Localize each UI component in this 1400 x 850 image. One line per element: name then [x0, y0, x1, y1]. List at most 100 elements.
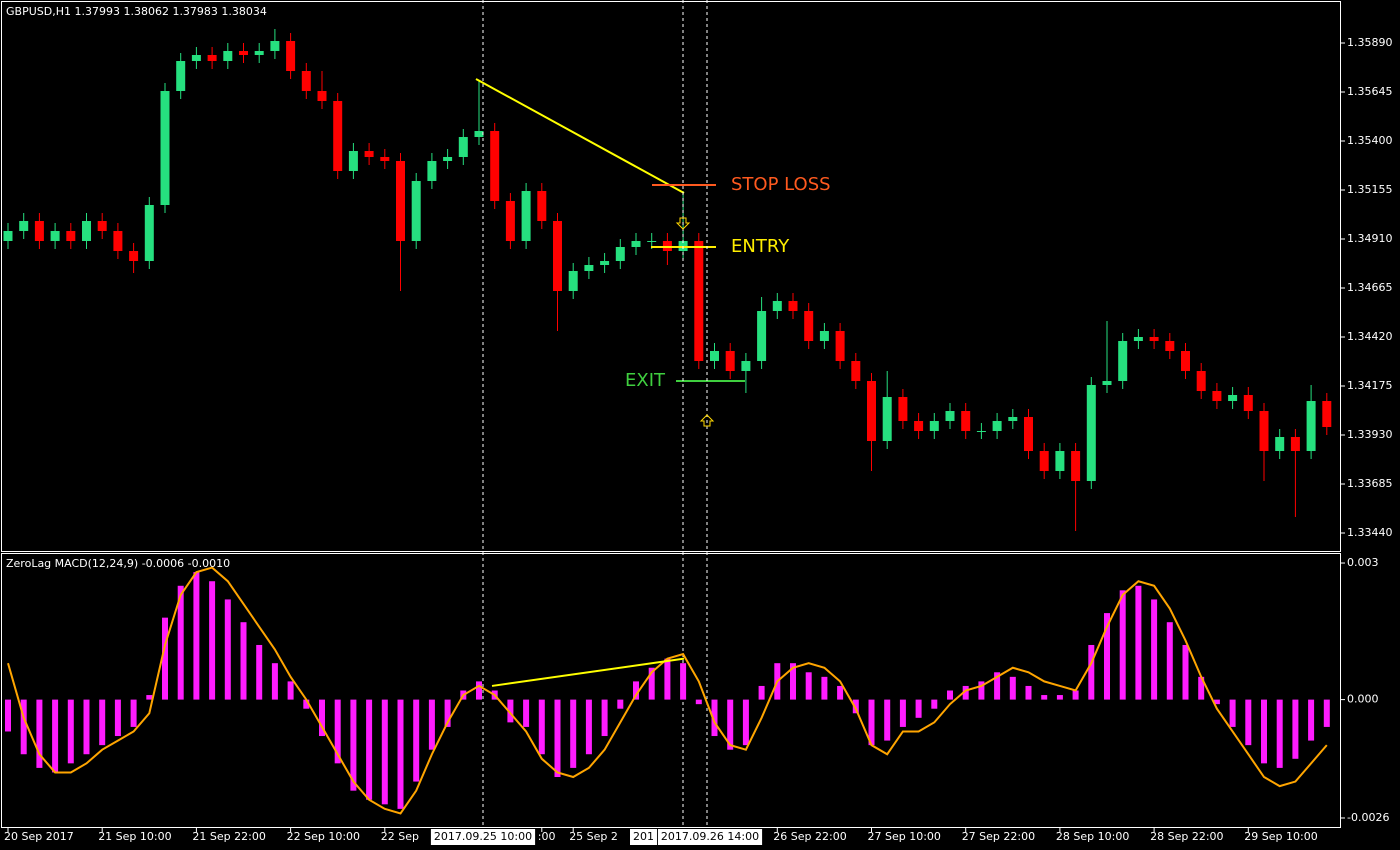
- sell-arrow: [675, 217, 691, 230]
- candle-body: [239, 51, 248, 55]
- candle-body: [1243, 395, 1253, 411]
- candle-body: [427, 161, 437, 181]
- chart-title: GBPUSD,H1 1.37993 1.38062 1.37983 1.3803…: [6, 5, 267, 18]
- y-tick-label: 1.34910: [1347, 232, 1393, 245]
- candle-body: [333, 101, 343, 171]
- candle-body: [1055, 451, 1065, 471]
- histogram-bar: [523, 699, 530, 727]
- candle-body: [788, 301, 798, 311]
- candle-body: [270, 41, 280, 51]
- candle-body: [1039, 451, 1049, 471]
- histogram-bar: [209, 581, 216, 700]
- candle-body: [710, 351, 719, 361]
- x-tick-label: 22 Sep: [381, 830, 419, 843]
- y-tick-label: 1.33440: [1347, 526, 1393, 539]
- crosshair-label: 2017.09.26 14:00: [661, 830, 759, 843]
- histogram-bar: [554, 699, 561, 778]
- candle-body: [1149, 337, 1159, 341]
- histogram-bar: [633, 681, 639, 700]
- candle-body: [301, 71, 311, 91]
- histogram-bar: [1292, 699, 1299, 759]
- histogram-bar: [1056, 695, 1063, 700]
- histogram-bar: [962, 685, 969, 700]
- candle-body: [1196, 371, 1206, 391]
- x-tick-label: 21 Sep 22:00: [192, 830, 265, 843]
- candle-body: [1259, 411, 1269, 451]
- candle-body: [1024, 417, 1033, 451]
- histogram-bar: [837, 685, 844, 700]
- candle-body: [1228, 395, 1238, 401]
- candle-body: [694, 241, 704, 361]
- y-tick-label: 0.003: [1347, 556, 1379, 569]
- candle-body: [961, 411, 971, 431]
- x-tick-label: 28 Sep 22:00: [1150, 830, 1223, 843]
- histogram-bar: [507, 699, 514, 723]
- candle-body: [1306, 401, 1316, 451]
- x-tick-label: :00: [538, 830, 556, 843]
- candle-body: [66, 231, 76, 241]
- histogram-bar: [476, 681, 482, 700]
- histogram-bar: [711, 699, 718, 737]
- candle-body: [223, 51, 233, 61]
- candle-body: [1165, 341, 1175, 351]
- candle-body: [835, 331, 845, 361]
- candle-body: [1086, 385, 1096, 481]
- candle-body: [725, 351, 735, 371]
- histogram-bar: [240, 622, 247, 700]
- candle-body: [97, 221, 107, 231]
- histogram-bar: [1166, 622, 1173, 700]
- x-tick-label: 21 Sep 10:00: [98, 830, 171, 843]
- histogram-bar: [899, 699, 906, 727]
- histogram-bar: [224, 599, 231, 700]
- candle-body: [1102, 381, 1112, 385]
- macd-panel-frame: [1, 553, 1341, 828]
- candle-body: [317, 91, 327, 101]
- histogram-bar: [821, 676, 828, 700]
- histogram-bar: [256, 644, 263, 700]
- price-panel-frame: [1, 1, 1341, 552]
- histogram-bar: [1276, 699, 1283, 768]
- candle-body: [804, 311, 814, 341]
- histogram-bar: [680, 663, 687, 700]
- histogram-bar: [271, 663, 278, 700]
- histogram-bar: [742, 699, 749, 746]
- crosshair-label-box: [630, 829, 657, 845]
- histogram-bar: [444, 699, 451, 727]
- candle-body: [976, 431, 986, 432]
- candle-body: [867, 381, 876, 441]
- histogram-bar: [978, 681, 985, 700]
- candle-body: [772, 301, 782, 311]
- histogram-bar: [601, 699, 608, 737]
- histogram-bar: [1323, 699, 1330, 727]
- candle-body: [207, 55, 217, 61]
- candle-body: [396, 161, 405, 241]
- y-tick-label: -0.0026: [1347, 811, 1389, 824]
- x-tick-label: 29 Sep 10:00: [1244, 830, 1317, 843]
- histogram-bar: [1025, 685, 1032, 700]
- histogram-bar: [947, 690, 953, 700]
- candle-body: [647, 241, 657, 242]
- histogram-bar: [805, 672, 812, 700]
- histogram-bar: [319, 699, 325, 737]
- histogram-bar: [1119, 590, 1126, 700]
- candle-body: [474, 131, 484, 137]
- candle-body: [176, 61, 186, 91]
- candle-body: [615, 247, 625, 261]
- trend-line: [491, 657, 685, 687]
- candle-body: [851, 361, 861, 381]
- trend-line: [475, 78, 685, 194]
- histogram-bar: [570, 699, 577, 768]
- histogram-bar: [5, 699, 11, 732]
- y-tick-label: 1.33930: [1347, 428, 1393, 441]
- histogram-bar: [83, 699, 90, 755]
- candle-body: [191, 55, 201, 61]
- histogram-bar: [130, 699, 137, 727]
- crosshair-label: 2017.09.25 10:00: [434, 830, 532, 843]
- candle-body: [505, 201, 515, 241]
- candle-body: [631, 241, 641, 247]
- y-tick-label: 1.35890: [1347, 36, 1393, 49]
- histogram-bar: [585, 699, 592, 755]
- histogram-bar: [20, 699, 27, 755]
- candle-body: [144, 205, 154, 261]
